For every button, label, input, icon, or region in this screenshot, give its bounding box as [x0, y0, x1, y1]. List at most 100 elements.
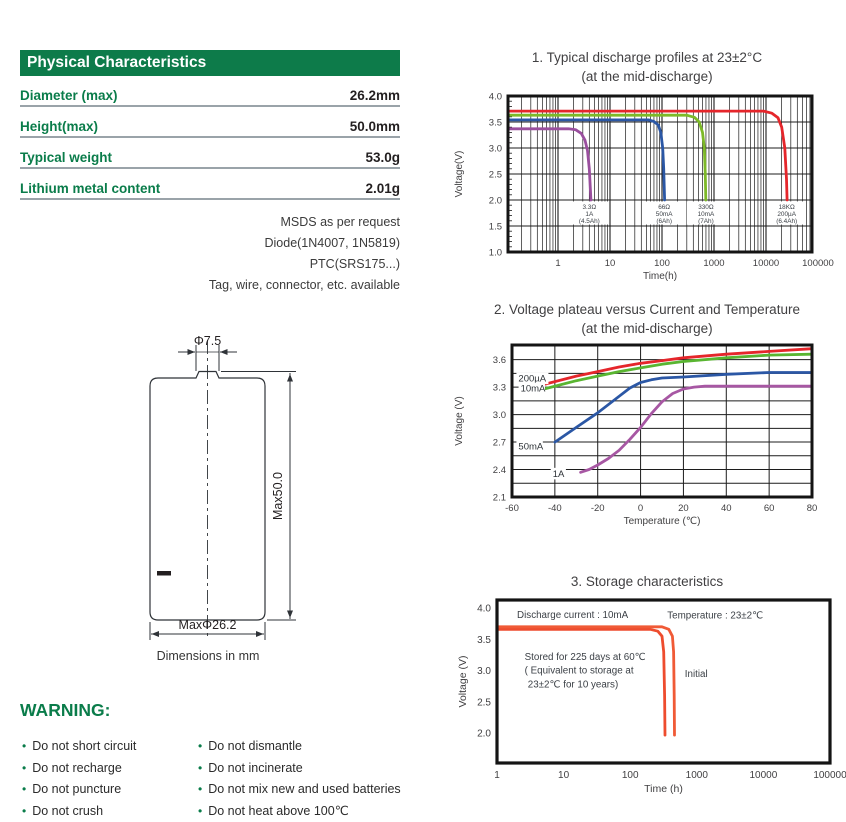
- svg-text:10mA: 10mA: [521, 384, 546, 395]
- warning-item: •Do not incinerate: [198, 758, 432, 780]
- svg-text:3.6: 3.6: [493, 355, 506, 366]
- svg-text:100000: 100000: [802, 258, 834, 269]
- warning-column: •Do not dismantle•Do not incinerate•Do n…: [198, 736, 432, 822]
- svg-text:3.0: 3.0: [489, 144, 502, 155]
- svg-text:3.3Ω: 3.3Ω: [582, 204, 596, 211]
- warning-item: •Do not short circuit: [22, 736, 198, 758]
- row-value: 50.0mm: [350, 119, 400, 134]
- warning-item: •Do not recharge: [22, 758, 198, 780]
- svg-text:10mA: 10mA: [698, 211, 715, 218]
- svg-text:2.7: 2.7: [493, 438, 506, 449]
- svg-text:-40: -40: [548, 503, 562, 514]
- svg-text:-20: -20: [591, 503, 605, 514]
- row-label: Diameter (max): [20, 88, 118, 103]
- options-note-block: MSDS as per request Diode(1N4007, 1N5819…: [20, 212, 400, 296]
- svg-text:1: 1: [494, 770, 500, 781]
- svg-text:20: 20: [678, 503, 689, 514]
- bullet-icon: •: [22, 739, 26, 753]
- svg-text:Initial: Initial: [685, 669, 708, 680]
- svg-text:-60: -60: [505, 503, 519, 514]
- dim-top-diameter: Φ7.5: [194, 334, 221, 348]
- storage-characteristics-chart: Discharge current : 10mA Temperature : 23…: [448, 592, 846, 804]
- bullet-icon: •: [22, 761, 26, 775]
- datasheet-page: { "brand": { "green": "#0a7c4a", "header…: [0, 0, 846, 805]
- warning-column: •Do not short circuit•Do not recharge•Do…: [22, 736, 198, 822]
- svg-text:1000: 1000: [703, 258, 724, 269]
- option-note: PTC(SRS175...): [20, 254, 400, 275]
- table-row: Diameter (max) 26.2mm: [20, 76, 400, 107]
- svg-text:1A: 1A: [585, 211, 594, 218]
- row-label: Lithium metal content: [20, 181, 160, 196]
- svg-text:100000: 100000: [813, 770, 846, 781]
- svg-text:( Equivalent to storage at: ( Equivalent to storage at: [525, 666, 634, 677]
- chart2-subtitle: (at the mid-discharge): [448, 319, 846, 338]
- svg-text:18KΩ: 18KΩ: [779, 204, 795, 211]
- row-value: 2.01g: [365, 181, 400, 196]
- bullet-icon: •: [22, 782, 26, 796]
- svg-text:3.0: 3.0: [493, 410, 506, 421]
- svg-text:10000: 10000: [749, 770, 777, 781]
- warning-item: •Do not puncture: [22, 779, 198, 801]
- option-note: MSDS as per request: [20, 212, 400, 233]
- svg-text:Discharge current : 10mA: Discharge current : 10mA: [517, 610, 629, 621]
- svg-text:10: 10: [558, 770, 570, 781]
- svg-text:200µA: 200µA: [777, 211, 796, 218]
- svg-text:10000: 10000: [753, 258, 779, 269]
- row-label: Typical weight: [20, 150, 112, 165]
- svg-text:2.1: 2.1: [493, 493, 506, 504]
- svg-text:1: 1: [555, 258, 560, 269]
- table-row: Height(max) 50.0mm: [20, 107, 400, 138]
- svg-text:100: 100: [622, 770, 639, 781]
- table-row: Lithium metal content 2.01g: [20, 169, 400, 200]
- svg-text:50mA: 50mA: [656, 211, 673, 218]
- table-header: Physical Characteristics: [20, 50, 400, 76]
- svg-text:4.0: 4.0: [477, 604, 491, 615]
- svg-text:3.5: 3.5: [477, 635, 491, 646]
- svg-text:60: 60: [764, 503, 775, 514]
- svg-text:1000: 1000: [686, 770, 709, 781]
- chart3-title: 3. Storage characteristics: [448, 572, 846, 591]
- warning-item: •Do not crush: [22, 801, 198, 822]
- warning-list: •Do not short circuit•Do not recharge•Do…: [22, 736, 432, 822]
- svg-text:40: 40: [721, 503, 732, 514]
- svg-text:50mA: 50mA: [518, 441, 543, 452]
- svg-text:1.5: 1.5: [489, 222, 502, 233]
- svg-text:(7Ah): (7Ah): [698, 218, 714, 225]
- svg-text:(6.4Ah): (6.4Ah): [776, 218, 797, 225]
- dim-height: Max50.0: [271, 472, 285, 520]
- warning-item: •Do not heat above 100℃: [198, 801, 432, 822]
- svg-text:1.0: 1.0: [489, 248, 502, 259]
- svg-text:Voltage (V): Voltage (V): [454, 396, 465, 445]
- bullet-icon: •: [198, 739, 202, 753]
- physical-characteristics-table: Physical Characteristics Diameter (max) …: [20, 50, 400, 200]
- option-note: Tag, wire, connector, etc. available: [20, 275, 400, 296]
- svg-text:3.0: 3.0: [477, 666, 491, 677]
- svg-text:2.5: 2.5: [477, 697, 491, 708]
- svg-text:2.0: 2.0: [477, 729, 491, 740]
- svg-text:(4.5Ah): (4.5Ah): [579, 218, 600, 225]
- battery-dimension-drawing: Φ7.5 Max50.0 MaxΦ26.2: [130, 300, 310, 650]
- svg-text:Voltage(V): Voltage(V): [454, 151, 465, 198]
- svg-text:66Ω: 66Ω: [658, 204, 670, 211]
- svg-text:100: 100: [654, 258, 670, 269]
- chart1-title: 1. Typical discharge profiles at 23±2°C: [448, 48, 846, 67]
- bullet-icon: •: [198, 761, 202, 775]
- svg-text:Voltage (V): Voltage (V): [457, 656, 469, 708]
- svg-text:3.3: 3.3: [493, 383, 506, 394]
- svg-text:4.0: 4.0: [489, 92, 502, 103]
- svg-text:Time (h): Time (h): [644, 783, 683, 795]
- warning-title: WARNING:: [20, 700, 110, 721]
- svg-text:2.4: 2.4: [493, 465, 506, 476]
- svg-text:330Ω: 330Ω: [698, 204, 714, 211]
- svg-text:(6Ah): (6Ah): [656, 218, 672, 225]
- bullet-icon: •: [198, 804, 202, 818]
- svg-text:1A: 1A: [553, 469, 565, 480]
- svg-text:2.0: 2.0: [489, 196, 502, 207]
- row-value: 53.0g: [365, 150, 400, 165]
- table-row: Typical weight 53.0g: [20, 138, 400, 169]
- warning-item: •Do not mix new and used batteries: [198, 779, 432, 801]
- svg-text:Temperature : 23±2℃: Temperature : 23±2℃: [667, 611, 763, 622]
- svg-text:Time(h): Time(h): [643, 271, 677, 282]
